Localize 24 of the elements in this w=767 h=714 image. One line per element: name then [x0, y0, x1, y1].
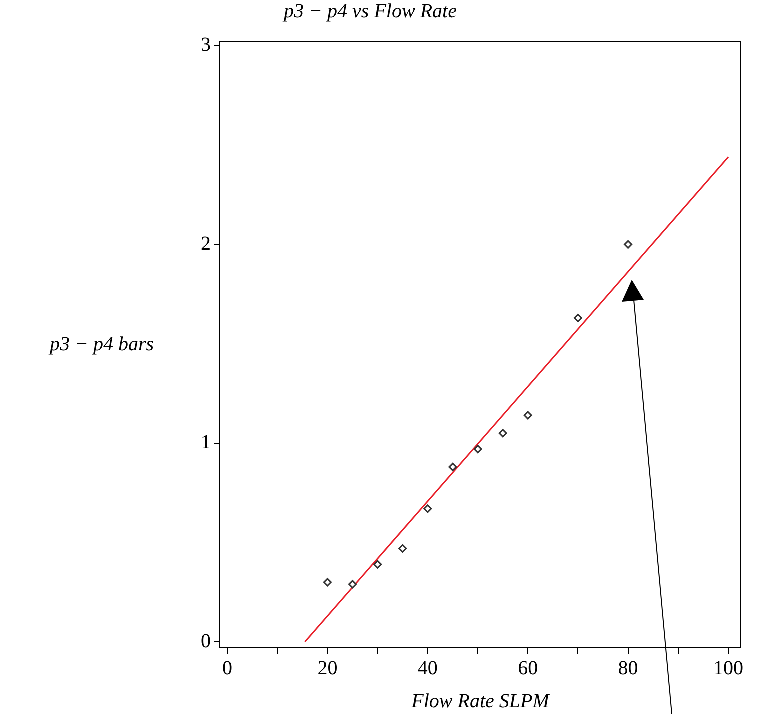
point: [524, 411, 532, 420]
y-tick-label: 1: [201, 432, 211, 454]
y-axis-title: p3 − p4 bars: [48, 333, 154, 356]
point: [448, 462, 458, 472]
x-tick-label: 80: [618, 657, 638, 680]
x-tick-label: 40: [418, 657, 438, 680]
chart-title: p3 − p4 vs Flow Rate: [282, 0, 458, 22]
point: [624, 240, 633, 249]
point: [374, 560, 382, 569]
y-tick-label: 3: [201, 34, 211, 56]
x-axis-title: Flow Rate SLPM: [410, 690, 551, 712]
point: [574, 314, 582, 322]
x-tick-label: 0: [222, 657, 233, 680]
point: [348, 580, 358, 589]
y-tick-label: 2: [201, 232, 211, 255]
point: [424, 504, 432, 514]
point: [474, 445, 482, 454]
x-tick-label: 20: [318, 657, 338, 680]
point: [398, 544, 408, 553]
y-tick-label: 0: [201, 630, 211, 652]
point: [323, 578, 332, 587]
x-tick-label: 100: [713, 657, 744, 680]
point: [498, 429, 508, 438]
x-tick-label: 60: [518, 657, 538, 680]
